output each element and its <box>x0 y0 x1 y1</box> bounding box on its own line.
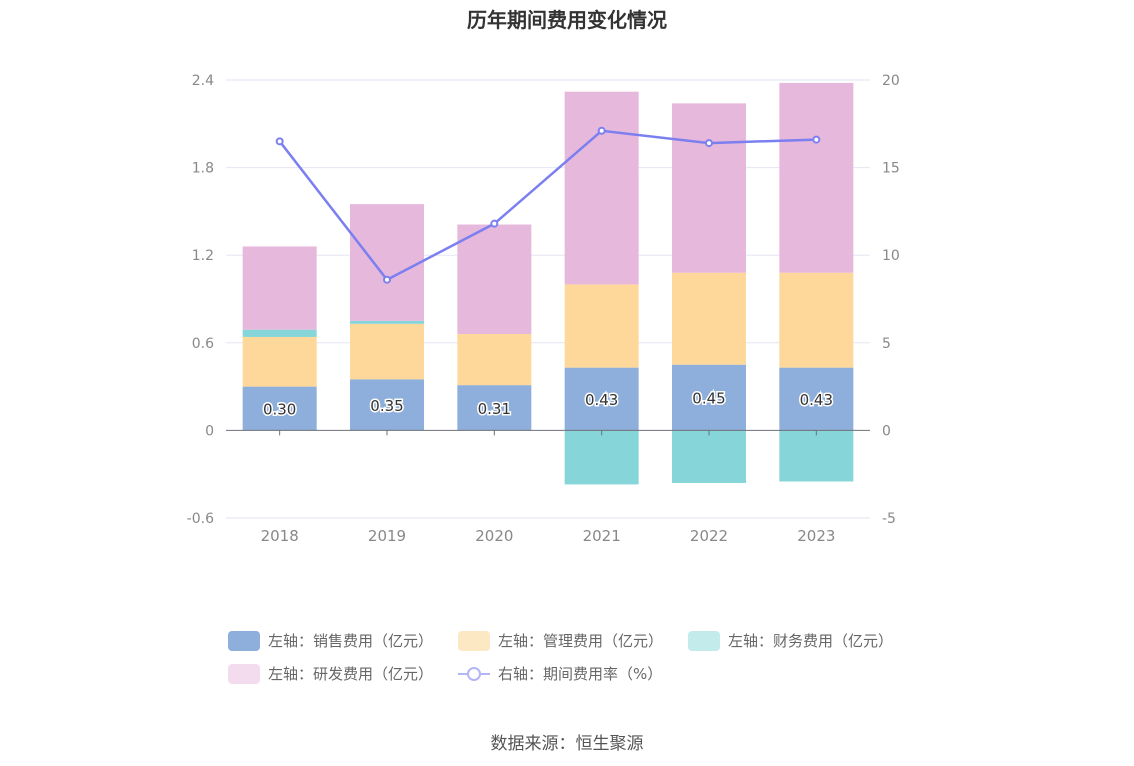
legend-label-admin: 左轴：管理费用（亿元） <box>498 632 664 650</box>
legend-label-rd: 左轴：研发费用（亿元） <box>268 665 434 683</box>
data-label-sales: 0.31 <box>478 400 511 418</box>
x-tick-label: 2019 <box>368 527 406 545</box>
bar-admin <box>779 272 854 368</box>
bar-sales <box>242 386 317 431</box>
bar-rd <box>564 91 639 285</box>
x-tick-label: 2023 <box>797 527 835 545</box>
chart-title: 历年期间费用变化情况 <box>467 8 667 32</box>
legend-label-finance: 左轴：财务费用（亿元） <box>728 632 894 650</box>
point-expense-rate <box>705 139 713 148</box>
y-left-tick-label: 0 <box>205 423 214 439</box>
bar-admin <box>242 336 317 387</box>
bar-admin <box>350 323 424 380</box>
y-left-tick-label: 2.4 <box>192 73 214 89</box>
bar-rd <box>457 224 532 335</box>
legend-item-sales[interactable]: 左轴：销售费用（亿元） <box>228 630 433 651</box>
bar-sales <box>457 385 532 431</box>
x-tick-label: 2022 <box>690 527 728 545</box>
bar-finance <box>350 320 424 324</box>
x-tick-label: 2021 <box>583 527 621 545</box>
data-label-sales: 0.45 <box>692 390 725 408</box>
bar-rd <box>350 204 424 321</box>
bar-sales <box>350 379 424 431</box>
bar-rd <box>779 82 854 273</box>
y-right-tick-label: 10 <box>882 248 900 264</box>
bar-finance <box>779 430 854 482</box>
legend-label-sales: 左轴：销售费用（亿元） <box>268 632 434 650</box>
data-label-sales: 0.35 <box>370 397 403 415</box>
bar-finance <box>564 430 639 485</box>
legend-label-rate: 右轴：期间费用率（%） <box>498 665 663 683</box>
y-right-tick-label: 5 <box>882 336 891 352</box>
legend-swatch-rd <box>228 663 260 684</box>
data-label-sales: 0.43 <box>800 391 833 409</box>
data-label-sales: 0.43 <box>585 391 618 409</box>
point-expense-rate <box>383 275 391 284</box>
legend-item-admin[interactable]: 左轴：管理费用（亿元） <box>458 630 663 651</box>
legend-swatch-rate <box>458 664 490 684</box>
point-expense-rate <box>490 219 499 228</box>
legend-swatch-finance <box>688 630 720 651</box>
bar-sales <box>672 364 746 431</box>
bar-rd <box>672 103 746 273</box>
source-note: 数据来源：恒生聚源 <box>490 734 644 754</box>
y-right-tick-label: 0 <box>882 423 891 439</box>
point-expense-rate <box>812 135 821 144</box>
data-label-sales: 0.30 <box>263 401 296 419</box>
point-expense-rate <box>275 137 284 146</box>
bar-admin <box>457 334 532 386</box>
y-left-tick-label: 0.6 <box>192 336 214 352</box>
bar-admin <box>672 272 746 365</box>
bar-sales <box>564 367 639 431</box>
y-right-tick-label: 20 <box>882 73 900 89</box>
x-tick-label: 2018 <box>261 527 299 545</box>
line-expense-rate <box>278 129 817 282</box>
y-right-tick-label: 15 <box>882 161 900 177</box>
legend-swatch-admin <box>458 630 490 651</box>
bar-finance <box>672 430 746 483</box>
y-left-tick-label: 1.2 <box>192 248 214 264</box>
bar-finance <box>242 329 317 337</box>
legend-item-rd[interactable]: 左轴：研发费用（亿元） <box>228 663 433 684</box>
point-expense-rate <box>597 126 606 135</box>
x-tick-label: 2020 <box>475 527 513 545</box>
y-right-tick-label: -5 <box>882 511 896 527</box>
bar-admin <box>564 284 639 368</box>
bar-rd <box>242 246 317 330</box>
legend-swatch-sales <box>228 630 260 651</box>
legend-item-rate[interactable]: 右轴：期间费用率（%） <box>458 663 662 684</box>
legend-item-finance[interactable]: 左轴：财务费用（亿元） <box>688 630 893 651</box>
bar-sales <box>779 367 854 431</box>
y-left-tick-label: -0.6 <box>187 511 214 527</box>
y-left-tick-label: 1.8 <box>192 161 214 177</box>
